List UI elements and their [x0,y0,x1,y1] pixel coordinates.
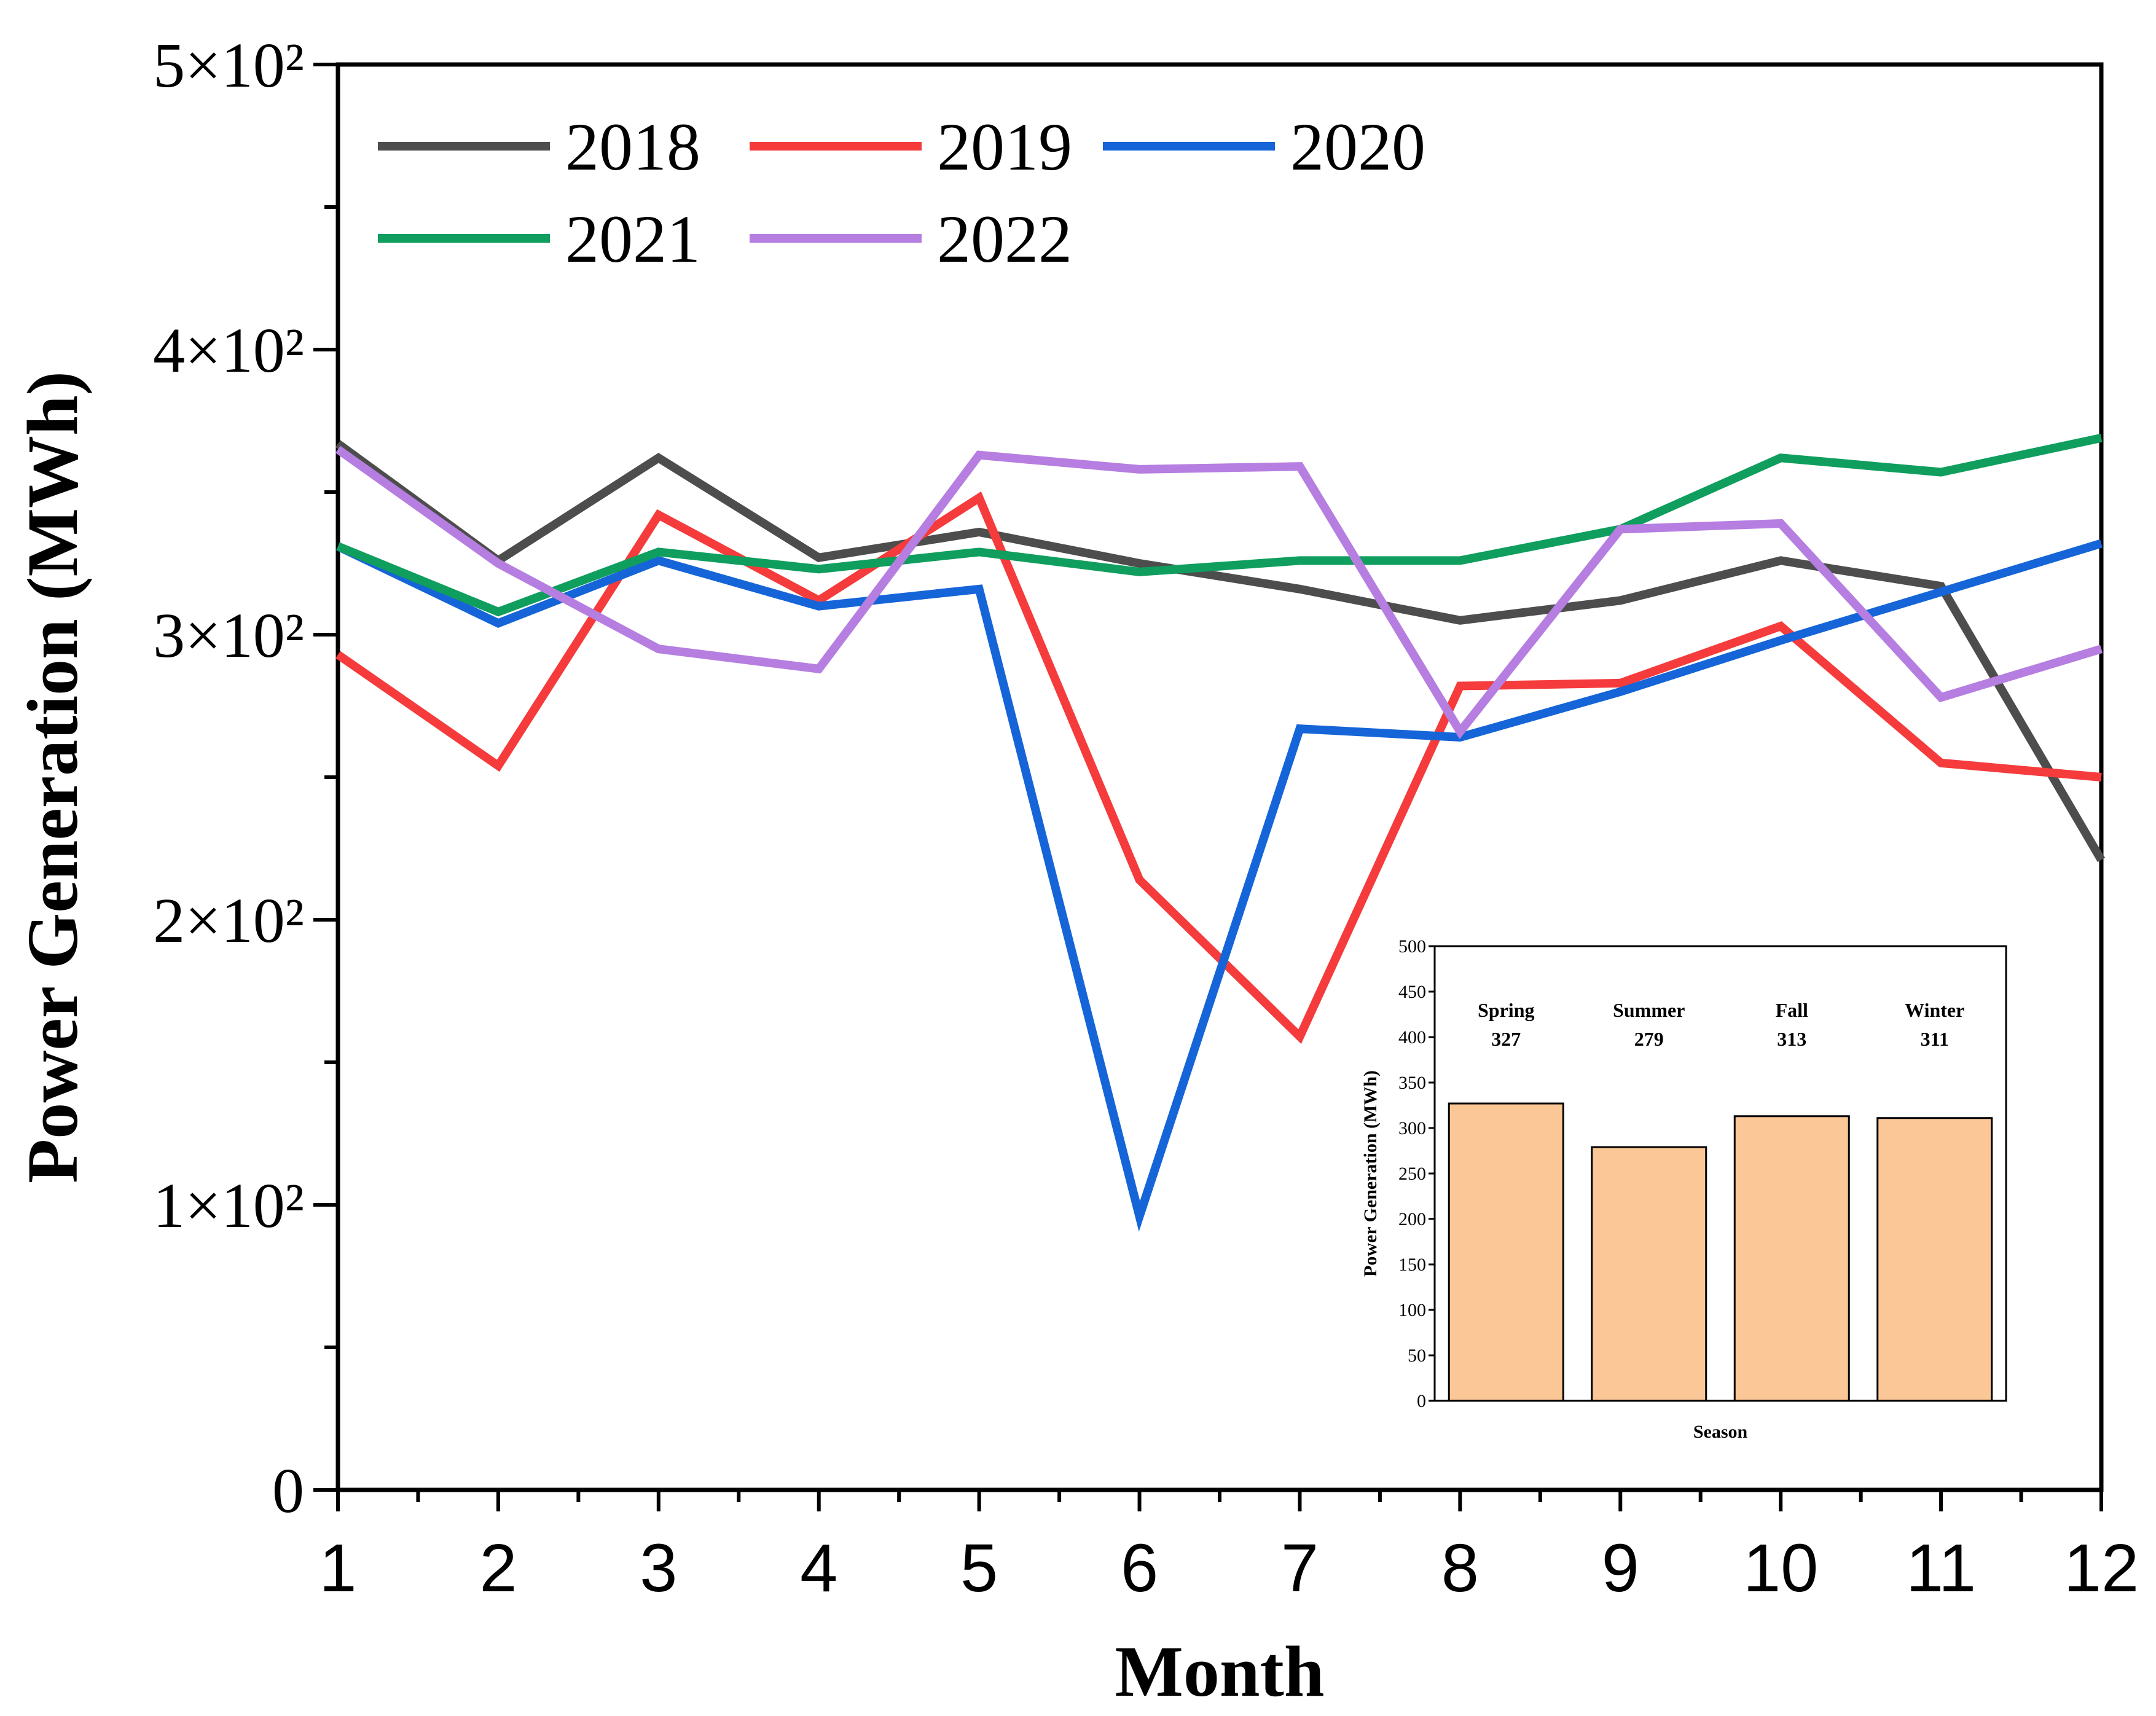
series-line-2020 [335,539,2103,1232]
inset-y-tick-label: 300 [1398,1118,1426,1138]
y-tick-label: 5×10² [153,30,304,101]
legend-item-2022: 2022 [750,202,1072,276]
x-tick-label: 4 [800,1530,837,1606]
legend-label: 2022 [937,202,1072,276]
series-line-2021 [336,433,2103,617]
inset-bar-chart: 0 50 100 150 200 250 300 350 400 450 500 Spring 327 S… [1360,936,2007,1442]
series-lines [335,433,2106,1232]
inset-y-tick-label: 150 [1398,1255,1426,1275]
x-tick-label: 12 [2064,1530,2139,1606]
legend-item-2018: 2018 [378,109,700,184]
x-tick-label: 8 [1441,1530,1479,1606]
inset-value-label: 313 [1777,1028,1806,1050]
inset-y-tick-label: 100 [1398,1300,1426,1320]
inset-y-tick-label: 500 [1398,936,1426,957]
inset-category-label: Fall [1776,999,1808,1021]
inset-bar-winter [1876,1117,1993,1402]
x-tick-label: 2 [479,1530,517,1606]
x-tick-label: 11 [1906,1530,1976,1606]
inset-value-label: 311 [1921,1028,1949,1050]
inset-bar-summer [1591,1146,1707,1402]
inset-x-axis-title: Season [1693,1422,1748,1442]
x-tick-label: 7 [1281,1530,1319,1606]
x-tick-label: 10 [1743,1530,1818,1606]
inset-category-label: Spring [1478,999,1534,1021]
legend-label: 2019 [937,109,1072,184]
inset-y-tick-label: 350 [1398,1073,1426,1093]
series-line-2018 [335,440,2106,863]
y-tick-label: 3×10² [153,600,304,671]
inset-value-label: 279 [1634,1028,1664,1050]
legend-item-2020: 2020 [1103,109,1425,184]
inset-bar-spring [1448,1102,1564,1402]
x-tick-label: 9 [1602,1530,1639,1606]
y-tick-label: 0 [272,1455,304,1526]
series-line-2022 [335,445,2103,740]
y-tick-label: 2×10² [153,885,304,956]
inset-category-label: Summer [1613,999,1685,1021]
inset-y-tick-label: 200 [1398,1209,1426,1229]
legend-label: 2021 [565,202,700,276]
legend-item-2019: 2019 [750,109,1072,184]
inset-y-tick-label: 250 [1398,1164,1426,1184]
inset-y-tick-label: 450 [1398,982,1426,1002]
inset-y-tick-label: 400 [1398,1027,1426,1048]
x-tick-label: 3 [640,1530,677,1606]
legend-label: 2018 [565,109,700,184]
x-tick-label: 6 [1121,1530,1158,1606]
legend-item-2021: 2021 [378,202,700,276]
y-axis-title: Power Generation (MWh) [12,371,93,1183]
y-tick-label: 4×10² [153,315,304,386]
y-tick-label: 1×10² [153,1170,304,1241]
series-line-2019 [335,491,2102,1044]
x-tick-label: 1 [319,1530,356,1606]
x-axis-title: Month [1115,1631,1325,1712]
inset-y-tick-label: 50 [1408,1346,1426,1366]
inset-category-label: Winter [1905,999,1964,1021]
inset-value-label: 327 [1491,1028,1521,1050]
inset-y-axis-title: Power Generation (MWh) [1360,1070,1381,1277]
legend: 2018 2019 2020 2021 2022 [378,109,1425,276]
x-tick-label: 5 [960,1530,998,1606]
inset-y-tick-label: 0 [1417,1391,1426,1411]
inset-bar-fall [1733,1115,1850,1402]
legend-label: 2020 [1290,109,1425,184]
